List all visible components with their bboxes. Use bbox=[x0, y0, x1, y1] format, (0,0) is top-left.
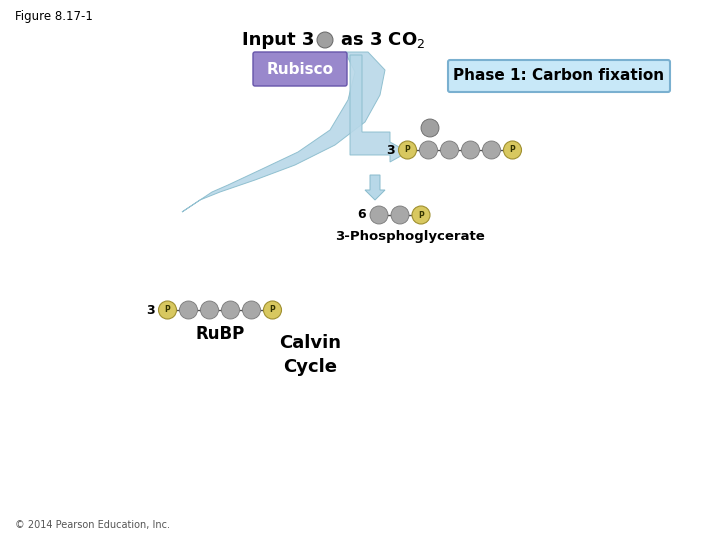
Circle shape bbox=[222, 301, 240, 319]
FancyBboxPatch shape bbox=[448, 60, 670, 92]
Text: 3-Phosphoglycerate: 3-Phosphoglycerate bbox=[335, 230, 485, 243]
Text: P: P bbox=[165, 306, 171, 314]
Circle shape bbox=[503, 141, 521, 159]
Circle shape bbox=[482, 141, 500, 159]
Circle shape bbox=[420, 141, 438, 159]
Text: Figure 8.17-1: Figure 8.17-1 bbox=[15, 10, 93, 23]
Text: P: P bbox=[405, 145, 410, 154]
Text: © 2014 Pearson Education, Inc.: © 2014 Pearson Education, Inc. bbox=[15, 520, 170, 530]
Text: Rubisco: Rubisco bbox=[266, 62, 333, 77]
Circle shape bbox=[398, 141, 416, 159]
Text: Calvin
Cycle: Calvin Cycle bbox=[279, 334, 341, 376]
Polygon shape bbox=[182, 52, 385, 212]
Circle shape bbox=[462, 141, 480, 159]
Text: 3: 3 bbox=[146, 303, 155, 316]
FancyBboxPatch shape bbox=[253, 52, 347, 86]
Circle shape bbox=[441, 141, 459, 159]
Circle shape bbox=[264, 301, 282, 319]
Circle shape bbox=[421, 119, 439, 137]
Circle shape bbox=[158, 301, 176, 319]
Circle shape bbox=[370, 206, 388, 224]
Text: Phase 1: Carbon fixation: Phase 1: Carbon fixation bbox=[454, 69, 665, 84]
Text: P: P bbox=[418, 211, 424, 219]
Polygon shape bbox=[350, 55, 408, 162]
Circle shape bbox=[243, 301, 261, 319]
Text: 6: 6 bbox=[357, 208, 366, 221]
Circle shape bbox=[391, 206, 409, 224]
Text: as 3 CO$_2$: as 3 CO$_2$ bbox=[340, 30, 426, 50]
Text: RuBP: RuBP bbox=[195, 325, 245, 343]
Text: 3: 3 bbox=[386, 144, 395, 157]
Circle shape bbox=[412, 206, 430, 224]
Circle shape bbox=[200, 301, 218, 319]
Text: Input 3: Input 3 bbox=[242, 31, 314, 49]
Circle shape bbox=[179, 301, 197, 319]
FancyArrow shape bbox=[365, 175, 385, 200]
Text: P: P bbox=[510, 145, 516, 154]
Circle shape bbox=[317, 32, 333, 48]
Text: P: P bbox=[269, 306, 275, 314]
